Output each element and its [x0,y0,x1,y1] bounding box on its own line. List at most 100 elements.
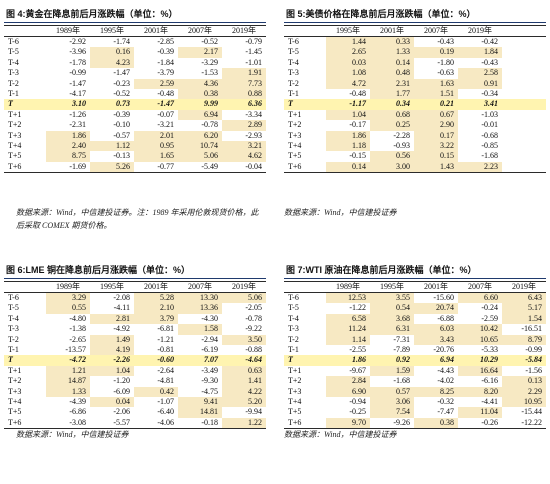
value-cell: 1.86 [46,130,90,141]
value-cell: -0.88 [245,344,262,354]
value-cell: -4.43 [437,365,454,375]
value-cell: 1.43 [414,161,458,173]
value-cell: 4.72 [326,78,370,89]
value-cell: -1.69 [69,161,86,171]
value-cell: -20.76 [433,344,454,354]
row-label: T+3 [288,130,302,140]
value-cell: -9.94 [245,407,262,417]
value-cell: -1.20 [113,376,130,386]
table-row: T+4 1.18 -0.93 3.22 -0.85 [284,140,546,152]
value-cell: -0.13 [113,151,130,161]
value-cell: -0.78 [245,313,262,323]
value-cell: 0.48 [370,68,414,79]
value-cell: -4.75 [201,386,218,396]
row-label: T-5 [8,303,19,313]
value-cell: -0.60 [157,355,174,365]
panel-title: 图 4:黄金在降息前后月涨跌幅（单位：%） [4,6,266,23]
value-cell: -6.19 [201,344,218,354]
value-cell: -1.26 [69,109,86,119]
value-cell: 6.43 [502,293,546,304]
value-cell: 0.15 [414,151,458,162]
panel-title: 图 7:WTI 原油在降息前后月涨跌幅（单位：%） [284,262,546,279]
row-label: T-1 [288,88,299,98]
value-cell: 14.81 [178,407,222,418]
value-cell: -2.65 [69,334,86,344]
row-label: T [8,99,13,109]
value-cell: 0.67 [414,109,458,121]
table-row: T-3 -0.99 -1.47 -3.79 -1.53 1.91 [4,68,266,79]
value-cell: 1.86 [326,130,370,141]
value-cell: -3.29 [201,57,218,67]
value-cell: 3.06 [370,396,414,408]
value-cell: 12.53 [326,293,370,304]
table-row: T-4 0.03 0.14 -1.80 -0.43 [284,57,546,69]
year-header: 2007年 [188,282,212,291]
value-cell: -0.99 [69,68,86,78]
value-cell: 10.65 [458,334,502,345]
value-cell: -1.80 [437,57,454,67]
year-header: 2007年 [188,26,212,35]
value-cell: -0.93 [393,140,410,150]
value-cell: -7.47 [437,407,454,417]
value-cell: 7.07 [204,355,218,365]
value-cell: 1.21 [46,365,90,377]
table-header-row: 1995年 2001年 2007年 2019年 [284,26,546,37]
year-header: 1995年 [100,282,124,291]
row-label: T+1 [8,365,22,375]
value-cell: -2.26 [113,355,130,365]
row-label: T-4 [288,313,299,323]
value-cell: 0.13 [502,376,546,387]
row-label: T-4 [288,57,299,67]
value-cell: 0.55 [46,303,90,314]
header-empty-cell [4,282,46,292]
value-cell: 4.62 [222,151,266,162]
value-cell: -0.17 [349,120,366,130]
value-cell: 6.90 [326,386,370,397]
year-header: 2007年 [424,26,448,35]
value-cell: 10.29 [480,355,498,365]
row-label: T-3 [8,324,19,334]
value-cell: -0.24 [481,303,498,313]
value-cell: -7.31 [393,334,410,344]
row-label: T+5 [288,407,302,417]
value-cell: 1.41 [222,376,266,387]
table-row: T+3 6.90 0.57 8.25 8.20 2.29 [284,386,546,397]
value-cell: 2.31 [370,78,414,89]
data-table: 1989年 1995年 2001年 2007年 2019年 T-6 -2.92 -1.74 -2… [4,25,266,174]
value-cell: 20.74 [414,303,458,314]
value-cell: 0.03 [326,57,370,69]
value-cell: -0.48 [157,88,174,98]
value-cell: -1.74 [113,37,130,46]
value-cell: 1.49 [90,334,134,345]
value-cell: 4.19 [90,344,134,356]
value-cell: -0.63 [437,68,454,78]
value-cell: 6.03 [414,324,458,335]
value-cell: -0.07 [157,109,174,119]
value-cell: 5.06 [178,151,222,162]
value-cell: 1.58 [178,324,222,335]
table-row: T+6 -1.69 5.26 -0.77 -5.49 -0.04 [4,161,266,173]
value-cell: -2.28 [393,130,410,140]
table-row-t: T 1.86 0.92 6.94 10.29 -5.84 [284,355,546,366]
row-label: T-2 [8,334,19,344]
value-cell: 1.08 [326,68,370,79]
value-cell: 3.00 [370,161,414,173]
value-cell: -2.85 [157,37,174,46]
value-cell: -1.78 [69,57,86,67]
value-cell: -9.22 [245,324,262,334]
value-cell: 1.04 [90,365,134,377]
value-cell: -1.68 [481,151,498,161]
value-cell: 10.42 [458,324,502,335]
row-label: T+1 [288,365,302,375]
value-cell: -0.10 [113,120,130,130]
value-cell: -0.39 [157,47,174,57]
table-row: T+2 -0.17 0.25 2.90 -0.01 [284,120,546,131]
value-cell: -0.39 [113,109,130,119]
row-label: T+4 [288,140,302,150]
year-header: 1989年 [336,282,360,291]
value-cell: -6.86 [69,407,86,417]
value-cell: -6.09 [113,386,130,396]
value-cell: 8.20 [458,386,502,397]
value-cell: -3.96 [69,47,86,57]
table-row: T-3 -1.38 -4.92 -6.81 1.58 -9.22 [4,324,266,335]
